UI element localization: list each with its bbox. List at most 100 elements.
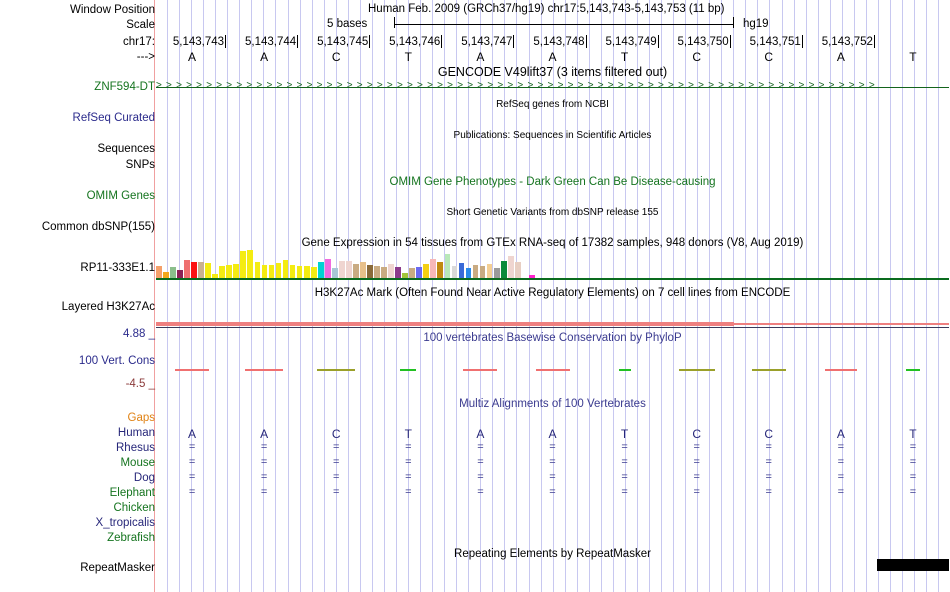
multiz-base-human[interactable]: A — [260, 427, 269, 441]
species-label-human[interactable]: Human — [117, 427, 155, 439]
multiz-gap-mark[interactable]: = — [477, 486, 484, 498]
multiz-gap-mark[interactable]: = — [909, 441, 917, 453]
track-label-gtex[interactable]: RP11-333E1.1 — [80, 262, 155, 274]
gtex-bar[interactable] — [451, 266, 458, 278]
phylop-tick[interactable] — [245, 369, 284, 371]
multiz-gap-mark[interactable]: = — [765, 456, 772, 468]
track-label-dbsnp[interactable]: Common dbSNP(155) — [41, 221, 155, 233]
gtex-bar[interactable] — [205, 262, 211, 278]
multiz-gap-mark[interactable]: = — [188, 456, 196, 468]
multiz-gap-mark[interactable]: = — [765, 471, 772, 483]
multiz-base-human[interactable]: T — [909, 427, 917, 441]
species-label-zebrafish[interactable]: Zebrafish — [107, 532, 155, 544]
multiz-gap-mark[interactable]: = — [549, 471, 556, 483]
gtex-bar[interactable] — [156, 266, 162, 278]
multiz-base-human[interactable]: A — [188, 427, 197, 441]
gtex-bar[interactable] — [444, 254, 451, 278]
gtex-bar[interactable] — [346, 260, 352, 278]
phylop-tick[interactable] — [824, 369, 857, 371]
gtex-bar[interactable] — [331, 268, 338, 278]
multiz-gap-mark[interactable]: = — [837, 441, 845, 453]
gtex-bar[interactable] — [219, 266, 226, 278]
gtex-bar[interactable] — [226, 265, 233, 278]
gtex-bar[interactable] — [381, 267, 387, 278]
gtex-bar[interactable] — [163, 271, 169, 278]
multiz-gap-mark[interactable]: = — [549, 486, 556, 498]
multiz-base-human[interactable]: C — [692, 427, 701, 441]
multiz-gap-mark[interactable]: = — [188, 471, 196, 483]
multiz-gap-mark[interactable]: = — [549, 456, 556, 468]
phylop-tick[interactable] — [751, 369, 786, 371]
gtex-bar[interactable] — [198, 261, 204, 278]
multiz-gap-mark[interactable]: = — [765, 441, 772, 453]
multiz-gap-mark[interactable]: = — [260, 471, 268, 483]
gtex-bar[interactable] — [353, 264, 359, 278]
multiz-gap-mark[interactable]: = — [260, 441, 268, 453]
gtex-bar[interactable] — [184, 259, 190, 278]
multiz-gap-mark[interactable]: = — [621, 441, 628, 453]
gtex-bar[interactable] — [233, 264, 240, 278]
multiz-gap-mark[interactable]: = — [477, 441, 484, 453]
phylop-tick[interactable] — [400, 369, 417, 371]
multiz-gap-mark[interactable]: = — [765, 486, 772, 498]
phylop-tick[interactable] — [678, 369, 715, 371]
track-label-gencode[interactable]: ZNF594-DT — [94, 81, 155, 93]
multiz-gap-mark[interactable]: = — [693, 441, 700, 453]
track-label-h3k27ac[interactable]: Layered H3K27Ac — [61, 301, 155, 313]
repeatmasker-element[interactable] — [877, 559, 949, 571]
gtex-bar[interactable] — [430, 258, 437, 278]
multiz-gap-mark[interactable]: = — [693, 456, 700, 468]
multiz-gap-mark[interactable]: = — [405, 456, 412, 468]
multiz-gap-mark[interactable]: = — [188, 486, 196, 498]
gtex-bar[interactable] — [289, 265, 296, 278]
species-label-x-tropicalis[interactable]: X_tropicalis — [95, 517, 155, 529]
gtex-bar[interactable] — [360, 261, 366, 278]
multiz-gap-mark[interactable]: = — [405, 486, 412, 498]
track-label-snps[interactable]: SNPs — [125, 159, 155, 171]
multiz-base-human[interactable]: A — [548, 427, 557, 441]
gtex-bar[interactable] — [479, 266, 486, 278]
multiz-base-human[interactable]: C — [331, 427, 341, 441]
gtex-bar[interactable] — [324, 258, 331, 278]
multiz-gap-mark[interactable]: = — [837, 486, 845, 498]
gtex-bar[interactable] — [240, 251, 247, 278]
species-label-chicken[interactable]: Chicken — [113, 502, 155, 514]
gtex-bar[interactable] — [395, 267, 401, 278]
gtex-bar[interactable] — [521, 264, 528, 278]
gtex-bar[interactable] — [507, 256, 514, 278]
multiz-gap-mark[interactable]: = — [909, 471, 917, 483]
gtex-bar[interactable] — [247, 250, 254, 278]
gtex-bar[interactable] — [296, 266, 303, 278]
track-label-repeatmasker[interactable]: RepeatMasker — [80, 562, 155, 574]
multiz-gap-mark[interactable]: = — [333, 486, 340, 498]
multiz-base-human[interactable]: A — [836, 427, 845, 441]
species-label-elephant[interactable]: Elephant — [109, 487, 155, 499]
track-label-refseq[interactable]: RefSeq Curated — [72, 112, 155, 124]
multiz-gap-mark[interactable]: = — [333, 471, 340, 483]
multiz-gap-mark[interactable]: = — [549, 441, 556, 453]
multiz-gap-mark[interactable]: = — [621, 456, 628, 468]
gtex-bar[interactable] — [423, 264, 430, 278]
track-label-sequences[interactable]: Sequences — [97, 143, 155, 155]
gtex-bar[interactable] — [191, 261, 197, 278]
species-label-rhesus[interactable]: Rhesus — [116, 442, 155, 454]
gtex-bar[interactable] — [409, 268, 416, 278]
gtex-bar[interactable] — [268, 265, 275, 278]
gtex-bar[interactable] — [254, 261, 261, 278]
gtex-bar[interactable] — [317, 261, 324, 278]
multiz-gap-mark[interactable]: = — [477, 456, 484, 468]
gtex-bar[interactable] — [416, 267, 423, 278]
multiz-gap-mark[interactable]: = — [333, 456, 340, 468]
track-label-gaps[interactable]: Gaps — [127, 412, 156, 424]
multiz-gap-mark[interactable]: = — [837, 471, 845, 483]
multiz-gap-mark[interactable]: = — [693, 486, 700, 498]
track-label-omim[interactable]: OMIM Genes — [86, 190, 155, 202]
multiz-gap-mark[interactable]: = — [693, 471, 700, 483]
gtex-bar[interactable] — [374, 266, 380, 278]
gtex-bar[interactable] — [388, 264, 394, 278]
multiz-gap-mark[interactable]: = — [909, 486, 917, 498]
gtex-bar[interactable] — [367, 265, 373, 278]
multiz-gap-mark[interactable]: = — [405, 441, 412, 453]
gtex-bar[interactable] — [493, 268, 500, 278]
gtex-bar[interactable] — [310, 267, 317, 278]
